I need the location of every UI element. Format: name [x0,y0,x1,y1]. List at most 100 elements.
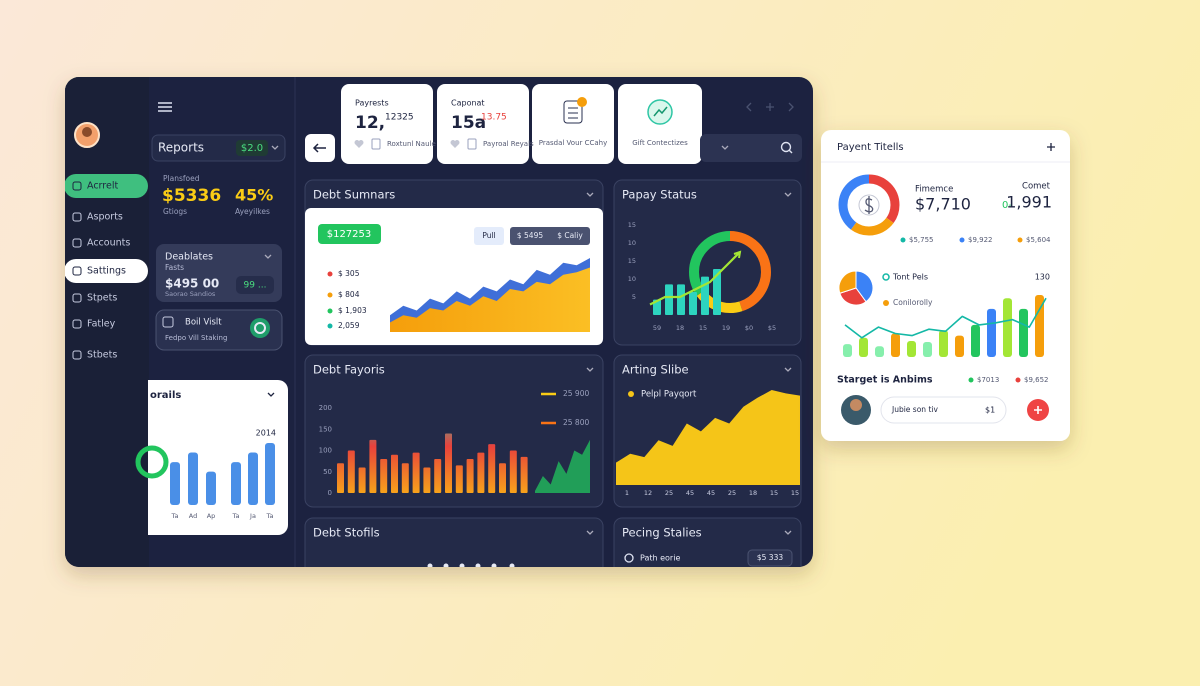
donut-segment [838,174,900,236]
x-tick-label: 12 [644,489,652,497]
bar [445,433,452,493]
dot [459,563,465,567]
legend-label: $9,922 [968,236,993,244]
bar [499,463,506,493]
pie-slice [839,287,867,306]
sidebar [65,77,149,567]
panel [613,517,802,567]
chevron-icon[interactable] [784,530,792,535]
panel [304,517,604,567]
nav-icon[interactable] [72,319,82,329]
label: Pull [482,231,495,240]
label: Gtiogs [163,207,187,216]
y-tick-label: 10 [628,275,636,283]
label: $5 333 [757,553,783,562]
label: $9,652 [1024,376,1049,384]
top-card[interactable] [341,84,433,164]
label: $ 5495 [517,231,543,240]
chevron-icon[interactable] [586,192,594,197]
legend-dot [327,308,333,314]
chevron-icon[interactable] [586,530,594,535]
nav-arrows[interactable] [746,102,794,112]
nav-selected[interactable] [64,259,148,283]
nav-icon[interactable] [72,238,82,248]
y-tick-label: 15 [628,257,636,265]
label: Ayeyilkes [235,207,270,216]
label: 13.75 [481,113,507,123]
chevron-icon[interactable] [721,145,729,150]
nav-item: Accounts [87,238,130,249]
avatar-face [850,399,862,411]
pie-slice [855,270,874,303]
chevron-icon[interactable] [271,145,279,150]
chevron-icon[interactable] [586,367,594,372]
label: 45% [235,186,273,205]
bar [347,450,355,493]
nav-icon[interactable] [72,181,82,191]
label: 12325 [385,113,414,123]
x-tick-label: 45 [686,489,694,497]
label: 0- [1002,200,1012,211]
label: 99 ... [244,281,267,291]
panel-title: Arting Slibe [622,363,689,377]
panel-title: Pecing Stalies [622,526,702,540]
x-tick-label: 15 [791,489,799,497]
top-card[interactable] [437,84,529,164]
nav-icon[interactable] [72,212,82,222]
nav-icon[interactable] [72,293,82,303]
x-tick-label: Ad [189,512,197,520]
panel-title: Debt Stofils [313,526,380,540]
chevron-icon[interactable] [264,254,272,259]
avatar-face [82,127,92,137]
nav-icon[interactable] [72,350,82,360]
label: $7013 [977,376,999,384]
add-icon[interactable] [1047,143,1055,151]
label: 2014 [256,429,276,438]
nav-item: Fatley [87,319,116,330]
chevron-icon[interactable] [784,367,792,372]
add-button-icon[interactable] [1034,406,1042,414]
nav-item: Acrrelt [87,181,118,192]
details-ring [135,445,169,479]
nav-item: Sattings [87,266,126,277]
bar [231,462,241,505]
arrow-head [733,250,742,259]
tab[interactable] [474,227,504,245]
legend-label: 25 800 [563,418,589,427]
x-tick-label: 1 [625,489,629,497]
label: Payrests [355,99,389,108]
bar [380,459,388,493]
label: 12, [355,113,385,133]
legend-dot [968,377,974,383]
bar [713,269,721,315]
bar [488,444,496,493]
bar [401,463,409,493]
balance-badge [236,276,274,294]
chevron-icon[interactable] [267,392,275,397]
x-tick-label: 25 [665,489,673,497]
nav-icon[interactable] [72,266,82,276]
visit-avatar-inner [254,322,266,334]
legend-dot [883,300,889,306]
pecing-badge [747,549,793,567]
nav-active[interactable] [64,174,148,198]
dot [509,563,515,567]
chevron-icon[interactable] [784,192,792,197]
label: Comet [1022,182,1051,192]
search-bar[interactable] [700,134,802,162]
y-tick-label: 50 [323,468,332,476]
message-input[interactable] [880,396,1007,424]
legend-ring [882,273,890,281]
tab-group[interactable] [510,227,590,245]
bar [1003,298,1012,357]
heart-icon [354,140,364,148]
visit-avatar [250,318,270,338]
label: Path eorie [640,554,680,563]
visit-card[interactable] [155,309,283,351]
top-card[interactable] [532,84,614,164]
legend-label: $ 1,903 [338,306,367,315]
side-card [821,130,1070,441]
legend-label: 2,059 [338,321,360,330]
label: Jubie son tiv [891,405,938,414]
label: 130 [1035,273,1050,282]
